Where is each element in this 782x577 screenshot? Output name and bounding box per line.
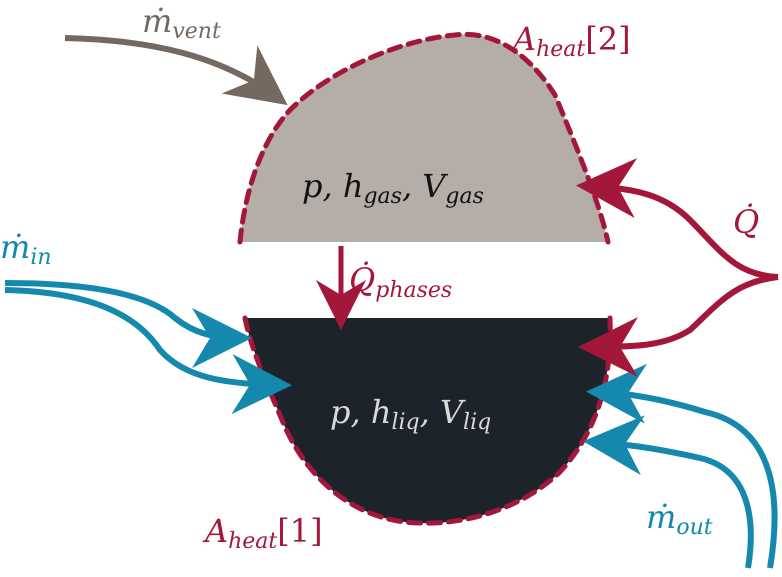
- outlet-flow-arrow-inner: [583, 415, 754, 569]
- liquid-phase-region: [245, 318, 611, 524]
- m-in-label: ṁin: [0, 228, 52, 270]
- m-vent-label: ṁvent: [142, 2, 221, 44]
- gas-state-label: p, hgas, Vgas: [302, 167, 484, 209]
- m-out-label: ṁout: [646, 498, 713, 540]
- a-heat-2-label: Aheat[2]: [510, 20, 631, 62]
- inlet-flow-arrow-upper: [4, 280, 252, 368]
- q-phases-label: Q̇phases: [349, 261, 452, 303]
- heat-to-gas-arrow: [576, 158, 779, 280]
- heat-to-liquid-arrow: [578, 274, 779, 377]
- outlet-flow-arrow-outer: [586, 363, 778, 569]
- q-dot-label: Q̇: [733, 203, 759, 241]
- liquid-state-label: p, hliq, Vliq: [330, 393, 491, 435]
- vent-flow-arrow: [64, 35, 288, 106]
- inlet-flow-arrow-lower: [4, 287, 292, 415]
- gas-heat-boundary: [237, 31, 611, 245]
- a-heat-1-label: Aheat[1]: [202, 512, 323, 554]
- gas-phase-region: [240, 34, 608, 243]
